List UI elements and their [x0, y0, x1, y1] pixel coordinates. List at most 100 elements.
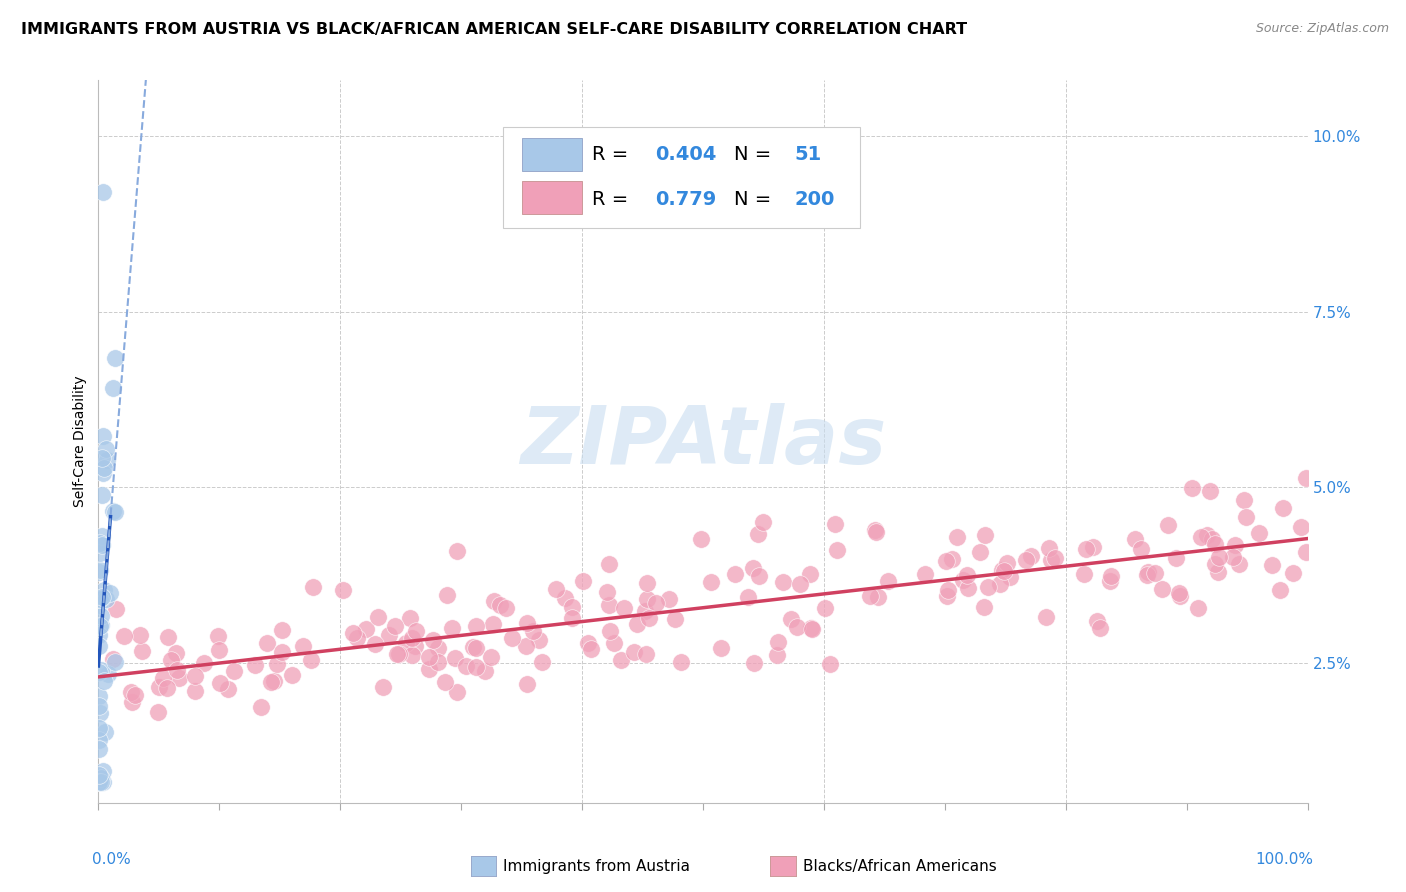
Point — [98, 585, 121, 599]
Point — [121, 695, 143, 709]
Point — [544, 582, 567, 596]
Point — [936, 582, 959, 597]
Y-axis label: Self-Care Disability: Self-Care Disability — [73, 376, 87, 508]
Point — [146, 705, 169, 719]
Point — [401, 631, 423, 645]
Point — [956, 567, 979, 582]
Point — [988, 577, 1011, 591]
Text: ZIPAtlas: ZIPAtlas — [520, 402, 886, 481]
Point — [1090, 621, 1112, 635]
Point — [799, 566, 821, 581]
Point — [93, 460, 115, 475]
Point — [120, 685, 142, 699]
Point — [1040, 553, 1063, 567]
Point — [405, 624, 427, 638]
Point — [723, 567, 745, 582]
Point — [766, 635, 789, 649]
Point — [89, 640, 111, 654]
Point — [87, 628, 110, 642]
Point — [465, 660, 488, 674]
Point — [434, 675, 457, 690]
Point — [515, 639, 537, 653]
Point — [1295, 471, 1317, 485]
Text: 0.0%: 0.0% — [93, 852, 131, 867]
Point — [387, 647, 409, 661]
Point — [623, 645, 645, 659]
Text: N =: N = — [734, 145, 778, 164]
Point — [636, 591, 658, 606]
Point — [401, 648, 423, 662]
Point — [598, 598, 620, 612]
FancyBboxPatch shape — [522, 138, 582, 170]
Point — [87, 767, 110, 781]
Point — [863, 523, 886, 537]
Point — [167, 671, 190, 685]
Text: N =: N = — [734, 190, 778, 209]
Point — [159, 653, 181, 667]
Point — [1136, 568, 1159, 582]
Point — [1282, 566, 1305, 580]
Point — [501, 631, 523, 645]
Point — [609, 653, 631, 667]
Point — [1129, 541, 1152, 556]
Point — [250, 699, 273, 714]
Point — [89, 689, 111, 703]
Point — [94, 725, 117, 739]
Point — [1268, 582, 1291, 597]
Point — [89, 536, 111, 550]
Text: 100.0%: 100.0% — [1256, 852, 1313, 867]
Point — [129, 628, 152, 642]
Point — [479, 650, 502, 665]
Point — [737, 590, 759, 604]
Point — [346, 631, 368, 645]
Point — [101, 381, 124, 395]
Point — [207, 629, 229, 643]
Point — [993, 564, 1015, 578]
Point — [658, 592, 681, 607]
Point — [444, 650, 467, 665]
Point — [302, 580, 325, 594]
Point — [94, 591, 117, 606]
Point — [1227, 557, 1250, 571]
Point — [104, 655, 127, 669]
Point — [772, 575, 794, 590]
Point — [1123, 533, 1146, 547]
Point — [378, 628, 401, 642]
Point — [104, 602, 127, 616]
Point — [1083, 540, 1105, 554]
Point — [645, 596, 668, 610]
Point — [1035, 610, 1057, 624]
Point — [859, 589, 882, 603]
Point — [131, 644, 153, 658]
Point — [516, 677, 538, 691]
Text: 0.404: 0.404 — [655, 145, 716, 164]
Point — [752, 515, 775, 529]
Point — [669, 655, 692, 669]
Point — [825, 542, 848, 557]
Text: R =: R = — [592, 190, 634, 209]
Point — [96, 452, 118, 467]
Point — [364, 637, 387, 651]
Point — [1168, 585, 1191, 599]
Point — [603, 636, 626, 650]
Point — [89, 618, 111, 632]
Point — [90, 608, 112, 623]
Point — [446, 685, 468, 699]
Point — [101, 504, 124, 518]
Point — [243, 657, 266, 672]
Point — [598, 557, 620, 571]
Point — [456, 659, 478, 673]
Point — [1189, 530, 1212, 544]
Point — [554, 591, 576, 606]
Point — [427, 640, 450, 655]
Point — [91, 774, 114, 789]
Point — [1168, 589, 1191, 603]
Point — [531, 656, 554, 670]
Point — [1073, 566, 1095, 581]
Point — [384, 619, 406, 633]
Point — [87, 665, 110, 680]
Point — [291, 640, 314, 654]
Point — [427, 655, 450, 669]
Point — [90, 771, 112, 785]
Point — [495, 600, 517, 615]
